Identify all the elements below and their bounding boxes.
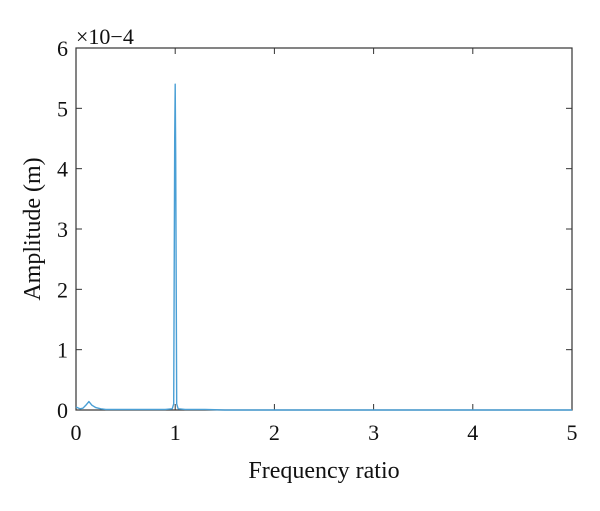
y-tick-label-1: 1 — [57, 338, 68, 363]
y-tick-label-3: 3 — [57, 217, 68, 242]
plot-area — [75, 47, 573, 411]
x-tick-label-3: 3 — [368, 420, 379, 445]
x-tick-label-4: 4 — [467, 420, 478, 445]
x-tick-label-2: 2 — [269, 420, 280, 445]
y-axis-label: Amplitude (m) — [20, 157, 46, 300]
series-line-amplitude — [75, 83, 572, 411]
y-tick-label-5: 5 — [57, 96, 68, 121]
x-axis-label: Frequency ratio — [248, 458, 399, 484]
x-tick-label-1: 1 — [170, 420, 181, 445]
y-scale-exponent: ×10−4 — [76, 24, 134, 49]
y-tick-label-6: 6 — [57, 36, 68, 61]
y-tick-label-4: 4 — [57, 157, 68, 182]
x-tick-label-0: 0 — [71, 420, 82, 445]
tick-labels: 0 1 2 3 4 5 0 1 2 3 4 5 6 — [57, 36, 578, 445]
y-tick-label-2: 2 — [57, 277, 68, 302]
y-tick-label-0: 0 — [57, 398, 68, 423]
x-tick-label-5: 5 — [567, 420, 578, 445]
